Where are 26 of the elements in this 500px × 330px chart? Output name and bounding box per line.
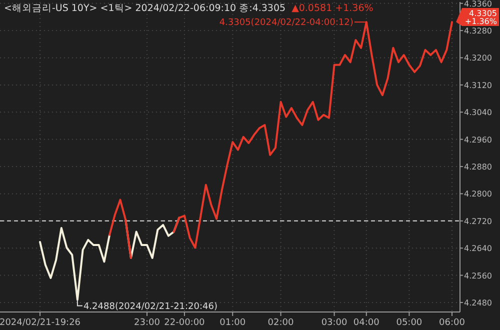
x-tick-label: 06:00 xyxy=(439,318,466,328)
x-tick-label: 22-00:00 xyxy=(164,318,206,328)
x-tick-label: 04:00 xyxy=(353,318,380,328)
chart-subtitle: ▲0.0581 +1.36% xyxy=(292,3,374,14)
text: 4.3305 +1.36% xyxy=(464,9,498,26)
annotation: 4.2488(2024/02/21-21:20:46) xyxy=(83,302,218,312)
y-tick-label: 4.3360 xyxy=(464,0,492,8)
y-tick-label: 4.3280 xyxy=(464,26,492,36)
y-tick-label: 4.2560 xyxy=(464,271,492,280)
y-tick-label: 4.2880 xyxy=(464,162,492,172)
y-tick-label: 4.2720 xyxy=(464,216,492,226)
x-tick-label: 01:00 xyxy=(220,318,246,328)
y-tick-label: 4.2640 xyxy=(464,244,492,254)
x-tick-label: 2024/02/21-19:26 xyxy=(0,318,81,328)
y-tick-label: 4.3200 xyxy=(464,54,492,63)
chart-title: <해외금리-US 10Y> <1틱> 2024/02/22-06:09:10 종:4.3305 xyxy=(4,3,286,14)
y-tick-label: 4.2800 xyxy=(464,190,492,199)
y-tick-label: 4.2480 xyxy=(464,298,492,308)
y-tick-label: 4.3120 xyxy=(464,80,492,90)
y-tick-label: 4.3040 xyxy=(464,108,492,118)
x-tick-label: 05:00 xyxy=(396,318,422,328)
x-tick-label: 23:00 xyxy=(134,318,160,328)
y-tick-label: 4.2960 xyxy=(464,135,492,144)
x-tick-label: 03:00 xyxy=(321,318,348,328)
annotation: 4.3305(2024/02/22-04:00:12) xyxy=(219,18,354,28)
x-tick-label: 02:00 xyxy=(268,318,294,328)
